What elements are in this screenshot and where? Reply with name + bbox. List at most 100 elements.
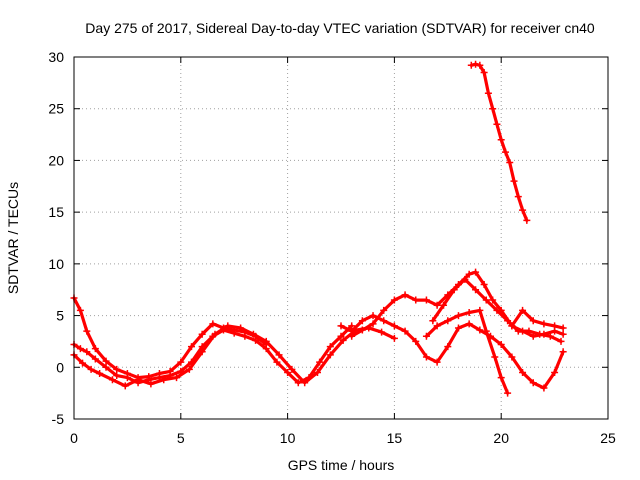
data-point <box>380 317 388 325</box>
y-axis-label: SDTVAR / TECUs <box>5 182 21 294</box>
data-point <box>316 358 324 366</box>
data-point <box>557 337 565 345</box>
data-point <box>147 380 155 388</box>
data-point <box>369 312 377 320</box>
data-point <box>540 320 548 328</box>
data-point <box>540 384 548 392</box>
y-tick-label: -5 <box>52 411 65 427</box>
data-point <box>337 332 345 340</box>
data-point <box>113 372 121 380</box>
data-point <box>91 345 99 353</box>
data-point <box>326 343 334 351</box>
data-point <box>514 193 522 201</box>
data-point <box>497 136 505 144</box>
data-point <box>390 296 398 304</box>
data-point <box>102 363 110 371</box>
data-point <box>83 348 91 356</box>
data-point <box>523 216 531 224</box>
data-point <box>501 148 509 156</box>
data-point <box>519 206 527 214</box>
data-point <box>123 369 131 377</box>
data-point <box>262 337 270 345</box>
series-arc-7 <box>429 275 565 345</box>
data-point <box>489 296 497 304</box>
x-tick-label: 5 <box>177 430 185 446</box>
data-point <box>288 365 296 373</box>
chart-title: Day 275 of 2017, Sidereal Day-to-day VTE… <box>85 20 595 36</box>
data-point <box>121 382 129 390</box>
data-point <box>510 177 518 185</box>
data-point <box>506 158 514 166</box>
data-point <box>493 120 501 128</box>
data-point <box>108 376 116 384</box>
data-point <box>284 368 292 376</box>
data-point <box>160 376 168 384</box>
data-point <box>472 268 480 276</box>
data-point <box>422 332 430 340</box>
data-point <box>412 296 420 304</box>
data-point <box>187 343 195 351</box>
series-arc-3 <box>70 322 398 390</box>
data-point <box>358 326 366 334</box>
data-point <box>102 357 110 365</box>
x-tick-label: 10 <box>280 430 296 446</box>
data-point <box>504 317 512 325</box>
data-point <box>519 306 527 314</box>
data-point <box>369 320 377 328</box>
series-arc-2 <box>70 294 270 382</box>
data-point <box>433 358 441 366</box>
data-point <box>454 324 462 332</box>
y-tick-label: 0 <box>56 359 64 375</box>
data-point <box>314 368 322 376</box>
data-point <box>273 358 281 366</box>
data-point <box>444 343 452 351</box>
data-point <box>484 89 492 97</box>
axis-ticks: 0 5 10 15 20 25 -5 0 5 10 15 20 25 30 <box>48 49 616 446</box>
data-point <box>559 330 567 338</box>
data-point <box>559 348 567 356</box>
data-point <box>519 368 527 376</box>
data-point <box>224 322 232 330</box>
data-point <box>209 320 217 328</box>
data-point <box>249 330 257 338</box>
data-point <box>514 327 522 335</box>
data-point <box>348 332 356 340</box>
data-point <box>294 379 302 387</box>
y-tick-label: 15 <box>48 204 64 220</box>
data-point <box>476 306 484 314</box>
data-point <box>87 365 95 373</box>
data-point <box>491 353 499 361</box>
data-point <box>237 324 245 332</box>
series-line <box>339 314 565 390</box>
data-point <box>79 359 87 367</box>
data-point <box>83 327 91 335</box>
data-point <box>546 332 554 340</box>
data-point <box>185 365 193 373</box>
data-point <box>497 374 505 382</box>
data-point <box>326 351 334 359</box>
data-point <box>440 301 448 309</box>
data-point <box>145 373 153 381</box>
x-tick-label: 15 <box>387 430 403 446</box>
data-point <box>211 330 219 338</box>
data-point <box>198 330 206 338</box>
series-arc-8 <box>508 306 567 332</box>
data-point <box>508 322 516 330</box>
data-point <box>96 369 104 377</box>
data-point <box>529 317 537 325</box>
data-point <box>472 286 480 294</box>
data-point <box>173 374 181 382</box>
data-point <box>401 327 409 335</box>
data-point <box>476 326 484 334</box>
data-point <box>412 337 420 345</box>
data-point <box>76 345 84 353</box>
data-point <box>465 308 473 316</box>
data-point <box>480 69 488 77</box>
x-tick-label: 20 <box>493 430 509 446</box>
data-point <box>91 355 99 363</box>
data-point <box>380 306 388 314</box>
data-point <box>177 358 185 366</box>
data-point <box>166 367 174 375</box>
data-point <box>450 286 458 294</box>
